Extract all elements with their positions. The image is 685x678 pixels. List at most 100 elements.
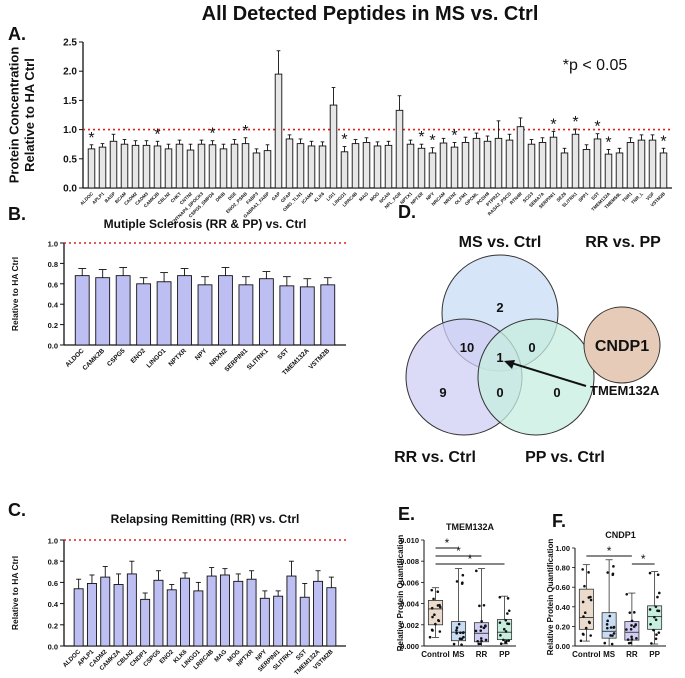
figure-title: All Detected Peptides in MS vs. Ctrl xyxy=(202,3,539,25)
venn-rr-pp-count: 0 xyxy=(496,385,503,400)
x-tick-label: MAG xyxy=(358,191,369,202)
chart-title: TMEM132A xyxy=(446,522,495,532)
venn-ms-rr-count: 10 xyxy=(460,340,474,355)
bar xyxy=(373,145,382,189)
data-point xyxy=(588,621,591,625)
y-tick-label: 1.00 xyxy=(555,544,570,553)
panel-f-boxplot: F. CNDP1 Relative Protein Quantification 0.… xyxy=(546,511,666,659)
bar xyxy=(299,596,310,647)
y-axis-label: Relative to HA Ctrl xyxy=(10,556,20,630)
data-point xyxy=(433,613,436,617)
bar xyxy=(246,578,257,647)
data-point xyxy=(649,622,652,626)
venn-cndp1-label: CNDP1 xyxy=(595,338,649,355)
y-tick-label: 0.40 xyxy=(555,603,570,612)
data-point xyxy=(629,627,633,631)
data-point xyxy=(630,624,633,627)
bar xyxy=(538,141,547,189)
bar xyxy=(273,595,284,647)
bar xyxy=(593,138,602,189)
x-tick-label: NPTXR xyxy=(167,347,188,368)
y-axis-label: Relative Protein Quantification xyxy=(396,535,405,652)
bar xyxy=(230,143,239,189)
data-point xyxy=(581,568,584,571)
venn-rr-pp-label: RR vs. PP xyxy=(585,234,661,251)
data-point xyxy=(606,619,609,623)
y-tick-label: 0.80 xyxy=(555,564,570,573)
data-point xyxy=(438,630,442,633)
bar xyxy=(527,143,536,189)
venn-ms-only-count: 2 xyxy=(496,300,503,315)
data-point xyxy=(605,623,609,626)
chart-title: CNDP1 xyxy=(605,530,636,540)
data-point xyxy=(628,611,632,614)
x-tick-label: DSE xyxy=(227,191,237,201)
data-point xyxy=(436,590,440,593)
data-point xyxy=(656,609,659,612)
bar xyxy=(98,146,107,189)
x-tick-label: Control xyxy=(572,650,600,659)
venn-callout-arrow xyxy=(507,361,587,387)
y-tick-label: 0.4 xyxy=(48,301,59,310)
data-point xyxy=(589,634,592,637)
x-tick-label: PP xyxy=(649,650,660,659)
data-point xyxy=(608,614,612,618)
data-point xyxy=(430,606,434,610)
y-tick-label: 0.6 xyxy=(48,579,58,588)
y-tick-label: 0.2 xyxy=(48,621,58,630)
bar xyxy=(307,145,316,189)
bar xyxy=(299,286,315,346)
bar xyxy=(450,146,459,189)
data-point xyxy=(428,635,432,639)
bar xyxy=(582,149,591,189)
panel-e-boxplot: E. TMEM132A Relative Protein Quantificatio… xyxy=(396,504,516,659)
bar xyxy=(571,133,580,189)
significance-marker: * xyxy=(429,133,435,150)
significance-marker: * xyxy=(660,133,666,150)
bar xyxy=(238,284,254,346)
data-point xyxy=(611,634,614,637)
data-point xyxy=(476,639,479,643)
bar xyxy=(180,577,191,647)
x-tick-label: SST xyxy=(590,191,600,201)
bar xyxy=(136,283,152,346)
data-point xyxy=(609,626,613,629)
significance-marker: * xyxy=(641,552,646,566)
data-point xyxy=(431,615,434,619)
data-point xyxy=(581,600,585,604)
x-tick-label: PP xyxy=(499,650,510,659)
data-point xyxy=(504,618,508,622)
y-tick-label: 2.0 xyxy=(63,67,77,78)
data-point xyxy=(506,612,509,615)
data-point xyxy=(635,636,638,640)
bar xyxy=(406,143,415,189)
y-tick-label: 0.20 xyxy=(555,622,570,631)
bar xyxy=(252,152,261,189)
data-point xyxy=(609,634,612,637)
bar xyxy=(219,574,230,647)
significance-marker: * xyxy=(550,116,556,133)
data-point xyxy=(611,572,615,576)
bar xyxy=(318,145,327,189)
significance-marker: * xyxy=(88,130,94,147)
bar xyxy=(259,597,270,647)
x-tick-label: NPY xyxy=(194,347,209,362)
significance-marker: * xyxy=(209,126,215,143)
bar xyxy=(241,143,250,189)
venn-ms-label: MS vs. Ctrl xyxy=(459,234,542,251)
bar xyxy=(285,138,294,189)
x-tick-label: MAG xyxy=(213,648,228,663)
data-point xyxy=(583,611,587,615)
y-tick-label: 0.0 xyxy=(48,643,58,652)
data-point xyxy=(484,624,487,628)
bar xyxy=(351,143,360,189)
bar xyxy=(340,151,349,189)
y-tick-label: 1.5 xyxy=(63,96,77,107)
data-point xyxy=(478,604,481,608)
x-tick-label: GAP xyxy=(271,191,282,202)
data-point xyxy=(648,608,652,611)
x-tick-label: SPP1 xyxy=(577,191,589,203)
y-tick-label: 0.00 xyxy=(555,642,570,651)
data-point xyxy=(480,639,483,643)
x-tick-label: KLK6 xyxy=(313,191,325,203)
